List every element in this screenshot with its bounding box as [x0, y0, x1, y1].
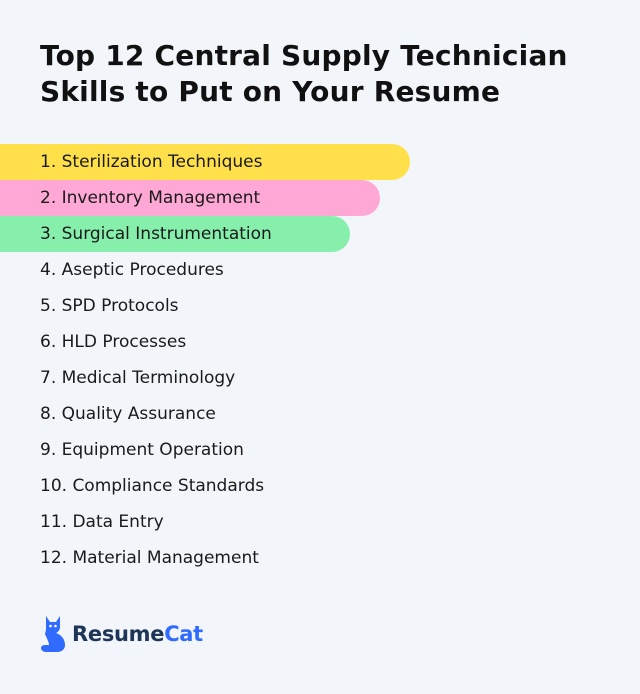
- skill-highlight-bar: [0, 216, 350, 252]
- skill-label: 9. Equipment Operation: [40, 440, 244, 460]
- brand-logo[interactable]: ResumeCat: [40, 614, 203, 654]
- skill-item: 4. Aseptic Procedures: [0, 252, 640, 288]
- skill-item: 6. HLD Processes: [0, 324, 640, 360]
- skill-item: 5. SPD Protocols: [0, 288, 640, 324]
- skill-label: 2. Inventory Management: [40, 188, 261, 208]
- skill-label: 3. Surgical Instrumentation: [40, 224, 272, 244]
- skill-label: 12. Material Management: [40, 548, 259, 568]
- cat-icon: [41, 616, 65, 652]
- brand-name-part2: Cat: [164, 622, 203, 646]
- skill-item: 9. Equipment Operation: [0, 432, 640, 468]
- skill-item: 2. Inventory Management: [0, 180, 640, 216]
- page-title: Top 12 Central Supply Technician Skills …: [40, 38, 620, 110]
- skill-item: 1. Sterilization Techniques: [0, 144, 640, 180]
- skill-label: 1. Sterilization Techniques: [40, 152, 263, 172]
- skill-label: 8. Quality Assurance: [40, 404, 216, 424]
- skills-list: 1. Sterilization Techniques 2. Inventory…: [0, 144, 640, 576]
- skill-item: 8. Quality Assurance: [0, 396, 640, 432]
- skill-label: 5. SPD Protocols: [40, 296, 179, 316]
- skill-item: 10. Compliance Standards: [0, 468, 640, 504]
- skill-item: 11. Data Entry: [0, 504, 640, 540]
- brand-name-part1: Resume: [72, 622, 165, 646]
- skill-highlight-bar: [0, 144, 410, 180]
- skill-item: 12. Material Management: [0, 540, 640, 576]
- title-line-2: Skills to Put on Your Resume: [40, 75, 501, 108]
- skill-label: 7. Medical Terminology: [40, 368, 236, 388]
- skill-label: 11. Data Entry: [40, 512, 164, 532]
- skill-item: 3. Surgical Instrumentation: [0, 216, 640, 252]
- skill-label: 4. Aseptic Procedures: [40, 260, 224, 280]
- skill-label: 6. HLD Processes: [40, 332, 187, 352]
- skill-item: 7. Medical Terminology: [0, 360, 640, 396]
- skill-label: 10. Compliance Standards: [40, 476, 265, 496]
- skill-highlight-bar: [0, 180, 380, 216]
- title-line-1: Top 12 Central Supply Technician: [40, 39, 568, 72]
- brand-name: ResumeCat: [72, 622, 203, 646]
